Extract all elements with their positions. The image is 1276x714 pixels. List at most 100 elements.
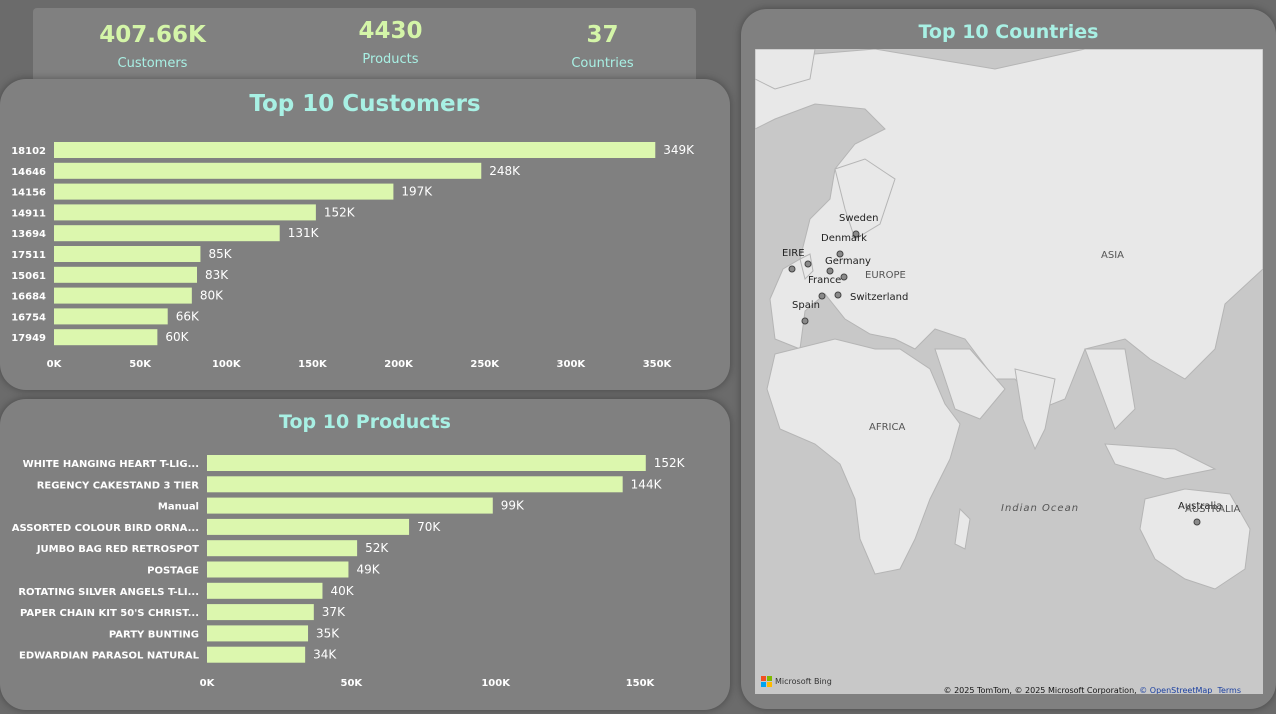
label-germany: Germany (825, 256, 871, 267)
landmass-india (1014, 368, 1056, 451)
customer-x-tick-label: 200K (384, 359, 414, 370)
customer-value-label: 349K (663, 143, 695, 157)
product-value-label: 49K (356, 563, 380, 577)
countries-map-panel: Top 10 Countries (741, 9, 1276, 709)
product-bar[interactable] (207, 582, 323, 599)
marker-denmark (836, 250, 844, 258)
product-value-label: 37K (322, 605, 346, 619)
region-australia: AUSTRALIA (1185, 504, 1241, 515)
country-markers (788, 230, 1201, 526)
products-chart-title: Top 10 Products (279, 411, 451, 433)
product-x-tick-label: 0K (200, 678, 216, 689)
customer-value-label: 197K (401, 185, 433, 199)
product-category-label: ROTATING SILVER ANGELS T-LI... (18, 587, 199, 598)
label-france: France (808, 275, 841, 286)
region-asia: ASIA (1101, 250, 1124, 261)
product-bar[interactable] (207, 646, 306, 663)
kpi-customers-label: Customers (117, 56, 188, 71)
product-category-label: EDWARDIAN PARASOL NATURAL (19, 651, 200, 662)
customer-bar[interactable] (54, 287, 192, 304)
product-value-label: 152K (654, 456, 686, 470)
kpi-countries-value: 37 (586, 22, 619, 48)
customer-x-tick-label: 0K (47, 359, 63, 370)
marker-spain (801, 317, 809, 325)
kpi-customers-value: 407.66K (99, 22, 206, 48)
customer-bar[interactable] (54, 225, 280, 242)
customer-bar[interactable] (54, 266, 197, 283)
countries-map-title: Top 10 Countries (918, 21, 1099, 43)
kpi-customers: 407.66K Customers (85, 22, 220, 71)
product-category-label: WHITE HANGING HEART T-LIG... (23, 459, 199, 470)
product-bar[interactable] (207, 476, 623, 493)
openstreetmap-link[interactable]: © OpenStreetMap (1139, 686, 1213, 694)
products-chart-panel: Top 10 Products WHITE HANGING HEART T-LI… (0, 399, 730, 710)
product-x-tick-label: 150K (626, 678, 656, 689)
product-x-tick-label: 50K (340, 678, 363, 689)
customer-category-label: 13694 (11, 229, 46, 240)
customer-category-label: 17511 (11, 250, 46, 261)
customers-bar-chart: 18102 349K 14646 248K 14156 197K 14911 152K 1369… (11, 142, 695, 370)
customer-value-label: 152K (324, 205, 356, 219)
customer-category-label: 17949 (11, 333, 46, 344)
landmass-australia (1139, 488, 1251, 590)
customer-value-label: 248K (489, 164, 521, 178)
product-bar[interactable] (207, 625, 309, 642)
customer-bar[interactable] (54, 246, 201, 262)
region-africa: AFRICA (869, 422, 905, 433)
product-category-label: JUMBO BAG RED RETROSPOT (36, 544, 199, 555)
attribution-text: © 2025 TomTom, © 2025 Microsoft Corporat… (943, 686, 1137, 694)
marker-sweden (852, 230, 860, 238)
product-bar[interactable] (207, 604, 314, 621)
product-bar[interactable] (207, 518, 410, 535)
product-category-label: Manual (158, 502, 199, 513)
customer-bar[interactable] (54, 308, 168, 325)
customer-value-label: 83K (205, 268, 229, 282)
marker-netherlands (826, 267, 834, 275)
customer-x-tick-label: 50K (129, 359, 152, 370)
customer-value-label: 85K (208, 247, 232, 261)
world-map[interactable]: Sweden Denmark EIRE Germany France Switz… (755, 49, 1263, 694)
marker-australia (1193, 518, 1201, 526)
product-bar[interactable] (207, 455, 646, 471)
customer-x-tick-label: 150K (298, 359, 328, 370)
label-switzerland: Switzerland (850, 292, 908, 303)
marker-germany (840, 273, 848, 281)
customer-bar[interactable] (54, 183, 394, 200)
product-value-label: 144K (631, 477, 663, 491)
landmass-scandinavia (834, 158, 896, 240)
customer-bar[interactable] (54, 204, 316, 221)
bing-logo-text: Microsoft Bing (775, 677, 832, 686)
customer-value-label: 60K (165, 330, 189, 344)
marker-uk (804, 260, 812, 268)
product-value-label: 40K (330, 584, 354, 598)
customers-chart-panel: Top 10 Customers 18102 349K 14646 248K 14156… (0, 79, 730, 390)
customer-bar[interactable] (54, 329, 158, 346)
product-value-label: 70K (417, 520, 441, 534)
product-bar[interactable] (207, 540, 358, 557)
kpi-countries-label: Countries (571, 56, 634, 71)
customer-value-label: 131K (288, 226, 320, 240)
region-europe: EUROPE (865, 270, 906, 281)
landmass-africa (766, 338, 961, 575)
landmass-madagascar (954, 507, 971, 550)
terms-link[interactable]: Terms (1217, 686, 1241, 694)
map-canvas: Sweden Denmark EIRE Germany France Switz… (755, 49, 1263, 590)
product-category-label: POSTAGE (147, 566, 199, 577)
customer-bar[interactable] (54, 142, 656, 158)
customer-x-tick-label: 300K (557, 359, 587, 370)
product-value-label: 99K (501, 499, 525, 513)
label-spain: Spain (792, 300, 820, 311)
product-value-label: 34K (313, 648, 337, 662)
landmass-indonesia (1104, 443, 1217, 480)
product-category-label: PAPER CHAIN KIT 50'S CHRIST... (20, 608, 199, 619)
label-sweden: Sweden (839, 213, 879, 224)
product-bar[interactable] (207, 561, 349, 578)
product-bar[interactable] (207, 497, 493, 514)
label-eire: EIRE (782, 248, 805, 259)
product-x-tick-label: 100K (481, 678, 511, 689)
customer-category-label: 15061 (11, 271, 46, 282)
customer-bar[interactable] (54, 162, 482, 179)
product-category-label: ASSORTED COLOUR BIRD ORNA... (12, 523, 199, 534)
product-value-label: 35K (316, 626, 340, 640)
product-category-label: PARTY BUNTING (109, 629, 199, 640)
